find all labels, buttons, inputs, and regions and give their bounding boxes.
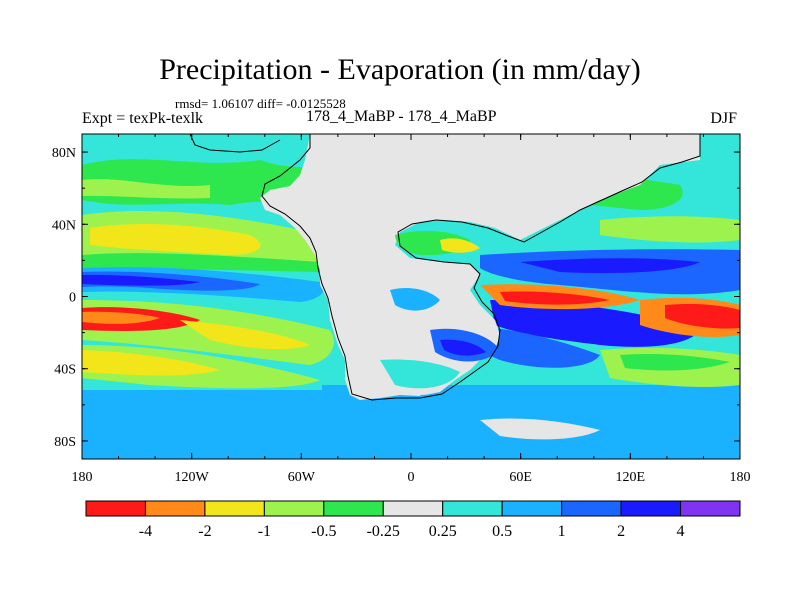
y-tick-label: 80S: [54, 435, 76, 450]
x-tick-label: 60W: [288, 470, 316, 485]
south-land-gray: [480, 418, 600, 440]
south-pacific-yellow-2: [82, 350, 220, 376]
colorbar-swatch: [323, 500, 384, 517]
arabian-sea-red: [500, 291, 610, 305]
x-tick-label: 60E: [509, 470, 532, 485]
figure-title: Precipitation - Evaporation (in mm/day): [159, 53, 641, 86]
colorbar-label: -0.5: [311, 523, 336, 540]
interior-cyan: [380, 359, 460, 389]
experiment-label: Expt = texPk-texlk: [82, 110, 204, 127]
land-outline: [261, 134, 701, 401]
colorbar-labels: -4 -2 -1 -0.5 -0.25 0.25 0.5 1 2 4: [139, 523, 685, 540]
south-land-lightblue: [420, 394, 540, 424]
west-pacific-red: [665, 303, 740, 329]
south-pacific-orange: [82, 311, 160, 324]
colorbar-swatch: [204, 500, 265, 517]
axis-tick-labels: 180 120W 60W 0 60E 120E 180 80N 40N 0 40S 80S: [52, 146, 751, 485]
colorbar-label: 0.5: [492, 523, 512, 540]
south-indian-green: [620, 353, 730, 371]
north-subtropic-green: [82, 253, 320, 272]
x-tick-label: 0: [408, 470, 415, 485]
x-tick-label: 180: [72, 470, 93, 485]
season-label: DJF: [710, 110, 737, 127]
colorbar-label: -4: [139, 523, 152, 540]
colorbar: [85, 500, 741, 517]
x-tick-label: 120W: [175, 470, 210, 485]
run-label: 178_4_MaBP - 178_4_MaBP: [306, 108, 497, 125]
itcz-pacific-darkblue: [82, 274, 200, 286]
x-tick-label: 180: [730, 470, 751, 485]
colorbar-swatch: [680, 500, 741, 517]
y-tick-label: 40S: [54, 363, 76, 378]
arctic-cyan: [82, 134, 300, 160]
colorbar-swatch: [144, 500, 206, 517]
colorbar-label: 4: [677, 523, 685, 540]
colorbar-swatch: [561, 500, 622, 517]
north-subtropic-yellow: [90, 224, 261, 255]
y-tick-label: 0: [69, 291, 76, 306]
stats-text: rmsd= 1.06107 diff= -0.0125528: [175, 96, 346, 111]
south-pacific-yellow: [180, 320, 310, 350]
north-east-lightgreen: [600, 216, 740, 243]
interior-darkblue: [440, 339, 486, 356]
interior-blue-1: [390, 288, 440, 311]
axis-ticks: [81, 134, 741, 459]
indian-ocean-darkblue: [490, 300, 700, 347]
x-tick-label: 120E: [616, 470, 646, 485]
y-tick-label: 80N: [52, 146, 76, 161]
colorbar-swatch: [442, 500, 503, 517]
colorbar-label: 0.25: [429, 523, 457, 540]
colorbar-swatch: [620, 500, 682, 517]
y-tick-label: 40N: [52, 218, 76, 233]
colorbar-swatch: [501, 500, 563, 517]
colorbar-label: 1: [558, 523, 566, 540]
indo-pacific-darkblue: [520, 258, 700, 274]
colorbar-label: -0.25: [367, 523, 400, 540]
colorbar-swatch: [85, 500, 146, 517]
colorbar-swatch: [382, 500, 444, 517]
southern-ocean-band: [82, 385, 740, 459]
colorbar-swatch: [263, 500, 325, 517]
colorbar-label: -1: [258, 523, 271, 540]
north-pacific-lightgreen: [82, 178, 210, 199]
indian-ocean-blue: [470, 325, 600, 368]
supercontinent-land: [260, 134, 700, 400]
colorbar-label: 2: [617, 523, 625, 540]
colorbar-label: -2: [198, 523, 211, 540]
interior-yellow: [440, 238, 480, 253]
field-layer: [82, 134, 740, 459]
arctic-outline: [189, 134, 281, 153]
